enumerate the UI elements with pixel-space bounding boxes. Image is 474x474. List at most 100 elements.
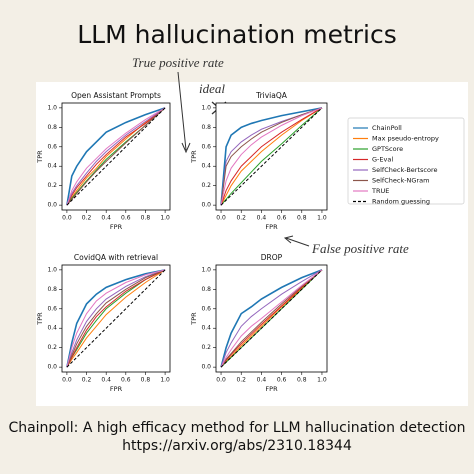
x-tick-label: 0.4 bbox=[101, 215, 111, 222]
roc-line bbox=[66, 107, 166, 206]
x-tick-label: 0.6 bbox=[121, 215, 131, 222]
y-tick-label: 0.0 bbox=[201, 364, 211, 371]
annotation-fpr: False positive rate bbox=[311, 241, 409, 256]
y-axis-label: TPR bbox=[190, 312, 198, 326]
y-tick-label: 0.8 bbox=[47, 286, 57, 293]
x-tick-label: 0.0 bbox=[216, 377, 226, 384]
url: https://arxiv.org/abs/2310.18344 bbox=[122, 438, 352, 454]
x-tick-label: 0.4 bbox=[101, 377, 111, 384]
x-tick-label: 0.8 bbox=[141, 377, 151, 384]
roc-line bbox=[66, 269, 166, 368]
legend-label: Max pseudo-entropy bbox=[372, 135, 439, 143]
legend-label: Random guessing bbox=[372, 198, 430, 206]
chart-title: TriviaQA bbox=[255, 91, 288, 100]
x-tick-label: 0.6 bbox=[277, 215, 287, 222]
legend-label: SelfCheck-NGram bbox=[372, 177, 429, 185]
caption: Chainpoll: A high efficacy method for LL… bbox=[8, 420, 465, 436]
chart-title: Open Assistant Prompts bbox=[71, 91, 161, 100]
chart-title: CovidQA with retrieval bbox=[74, 253, 158, 262]
roc-line bbox=[220, 269, 323, 368]
y-axis-label: TPR bbox=[36, 150, 44, 164]
x-tick-label: 0.2 bbox=[236, 215, 246, 222]
y-tick-label: 0.2 bbox=[201, 344, 211, 351]
arrow bbox=[177, 71, 191, 154]
x-tick-label: 0.2 bbox=[82, 377, 92, 384]
axes bbox=[61, 102, 171, 211]
roc-line bbox=[66, 269, 166, 368]
roc-line bbox=[66, 107, 166, 206]
legend-label: G-Eval bbox=[372, 156, 393, 164]
roc-line bbox=[220, 107, 323, 206]
roc-line bbox=[66, 269, 166, 368]
arrow bbox=[283, 235, 310, 247]
roc-line bbox=[66, 269, 166, 368]
x-tick-label: 1.0 bbox=[160, 377, 170, 384]
legend-label: SelfCheck-Bertscore bbox=[372, 166, 437, 174]
x-axis-label: FPR bbox=[110, 223, 123, 231]
roc-line bbox=[220, 107, 323, 206]
main-title: LLM hallucination metrics bbox=[77, 20, 397, 49]
legend-label: ChainPoll bbox=[372, 124, 402, 132]
y-tick-label: 0.6 bbox=[201, 305, 211, 312]
x-tick-label: 1.0 bbox=[317, 215, 327, 222]
roc-line bbox=[66, 107, 166, 206]
roc-line bbox=[66, 107, 166, 206]
roc-line bbox=[220, 269, 323, 368]
y-tick-label: 0.0 bbox=[47, 364, 57, 371]
y-axis-label: TPR bbox=[36, 312, 44, 326]
y-tick-label: 0.4 bbox=[47, 163, 57, 170]
roc-line bbox=[220, 107, 323, 206]
x-tick-label: 0.8 bbox=[297, 215, 307, 222]
x-tick-label: 0.2 bbox=[82, 215, 92, 222]
y-tick-label: 0.4 bbox=[47, 325, 57, 332]
roc-line bbox=[66, 269, 166, 368]
legend-label: TRUE bbox=[371, 187, 389, 195]
legend-label: GPTScore bbox=[372, 145, 403, 153]
roc-line bbox=[220, 269, 323, 368]
y-tick-label: 1.0 bbox=[201, 104, 211, 111]
roc-line bbox=[220, 269, 323, 368]
y-tick-label: 0.8 bbox=[201, 124, 211, 131]
x-tick-label: 0.0 bbox=[62, 215, 72, 222]
y-tick-label: 0.6 bbox=[47, 143, 57, 150]
roc-line bbox=[66, 269, 166, 368]
x-axis-label: FPR bbox=[110, 385, 123, 393]
y-tick-label: 0.2 bbox=[47, 344, 57, 351]
x-tick-label: 0.8 bbox=[297, 377, 307, 384]
y-tick-label: 0.0 bbox=[201, 202, 211, 209]
annotation-tpr: True positive rate bbox=[132, 55, 224, 70]
roc-line bbox=[220, 107, 323, 206]
y-tick-label: 0.8 bbox=[47, 124, 57, 131]
y-axis-label: TPR bbox=[190, 150, 198, 164]
y-tick-label: 0.4 bbox=[201, 325, 211, 332]
y-tick-label: 1.0 bbox=[47, 266, 57, 273]
x-tick-label: 0.0 bbox=[216, 215, 226, 222]
y-tick-label: 0.8 bbox=[201, 286, 211, 293]
x-tick-label: 0.4 bbox=[257, 215, 267, 222]
roc-line bbox=[220, 107, 323, 206]
y-tick-label: 1.0 bbox=[47, 104, 57, 111]
roc-line bbox=[66, 107, 166, 206]
y-tick-label: 0.6 bbox=[201, 143, 211, 150]
x-tick-label: 0.0 bbox=[62, 377, 72, 384]
roc-line bbox=[220, 269, 323, 368]
x-axis-label: FPR bbox=[265, 223, 278, 231]
roc-line bbox=[220, 269, 323, 368]
x-tick-label: 0.6 bbox=[277, 377, 287, 384]
y-tick-label: 0.4 bbox=[201, 163, 211, 170]
x-tick-label: 0.6 bbox=[121, 377, 131, 384]
chart-title: DROP bbox=[261, 253, 283, 262]
x-tick-label: 0.8 bbox=[141, 215, 151, 222]
roc-line bbox=[66, 269, 166, 368]
x-tick-label: 0.4 bbox=[257, 377, 267, 384]
x-tick-label: 0.2 bbox=[236, 377, 246, 384]
y-tick-label: 0.6 bbox=[47, 305, 57, 312]
y-tick-label: 0.2 bbox=[201, 182, 211, 189]
x-axis-label: FPR bbox=[265, 385, 278, 393]
y-tick-label: 0.0 bbox=[47, 202, 57, 209]
roc-line bbox=[220, 269, 323, 368]
roc-line bbox=[220, 107, 323, 206]
x-tick-label: 1.0 bbox=[160, 215, 170, 222]
roc-line bbox=[66, 107, 166, 206]
